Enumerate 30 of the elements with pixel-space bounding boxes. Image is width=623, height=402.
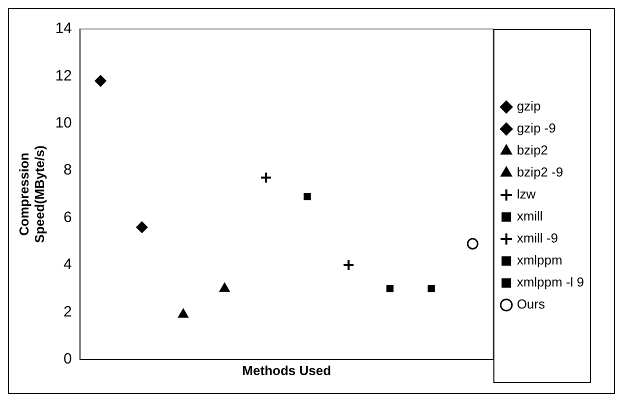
legend-label: lzw <box>516 186 536 202</box>
legend-label: gzip -9 <box>516 120 556 136</box>
y-tick-label: 8 <box>64 162 72 179</box>
y-tick-label: 6 <box>64 208 72 226</box>
legend-label: xmill -9 <box>516 230 558 246</box>
point <box>342 259 355 271</box>
point <box>136 221 148 233</box>
point <box>178 308 188 318</box>
point <box>94 75 106 87</box>
y-tick-label: 2 <box>64 303 72 320</box>
legend-label: bzip2 <box>516 142 548 158</box>
point <box>466 238 478 250</box>
y-axis-title: Compression Speed(MByte/s) <box>16 145 47 243</box>
point <box>428 285 435 292</box>
point <box>260 172 272 184</box>
point <box>386 285 394 292</box>
legend-label: xmill <box>516 208 543 224</box>
legend-label: xmlppm <box>516 252 562 268</box>
legend-label: bzip2 -9 <box>516 164 564 180</box>
point <box>220 282 230 292</box>
x-axis-title: Methods Used <box>242 362 332 378</box>
point <box>304 192 311 200</box>
y-tick-label: 14 <box>55 20 72 38</box>
legend-label: xmlppm -l 9 <box>516 274 584 290</box>
legend-label: Ours <box>516 296 546 312</box>
legend-label: gzip <box>516 98 541 114</box>
y-tick-label: 0 <box>64 350 72 368</box>
y-tick-label: 10 <box>55 114 72 132</box>
y-tick-label: 4 <box>64 256 72 274</box>
y-tick-label: 12 <box>55 67 72 84</box>
